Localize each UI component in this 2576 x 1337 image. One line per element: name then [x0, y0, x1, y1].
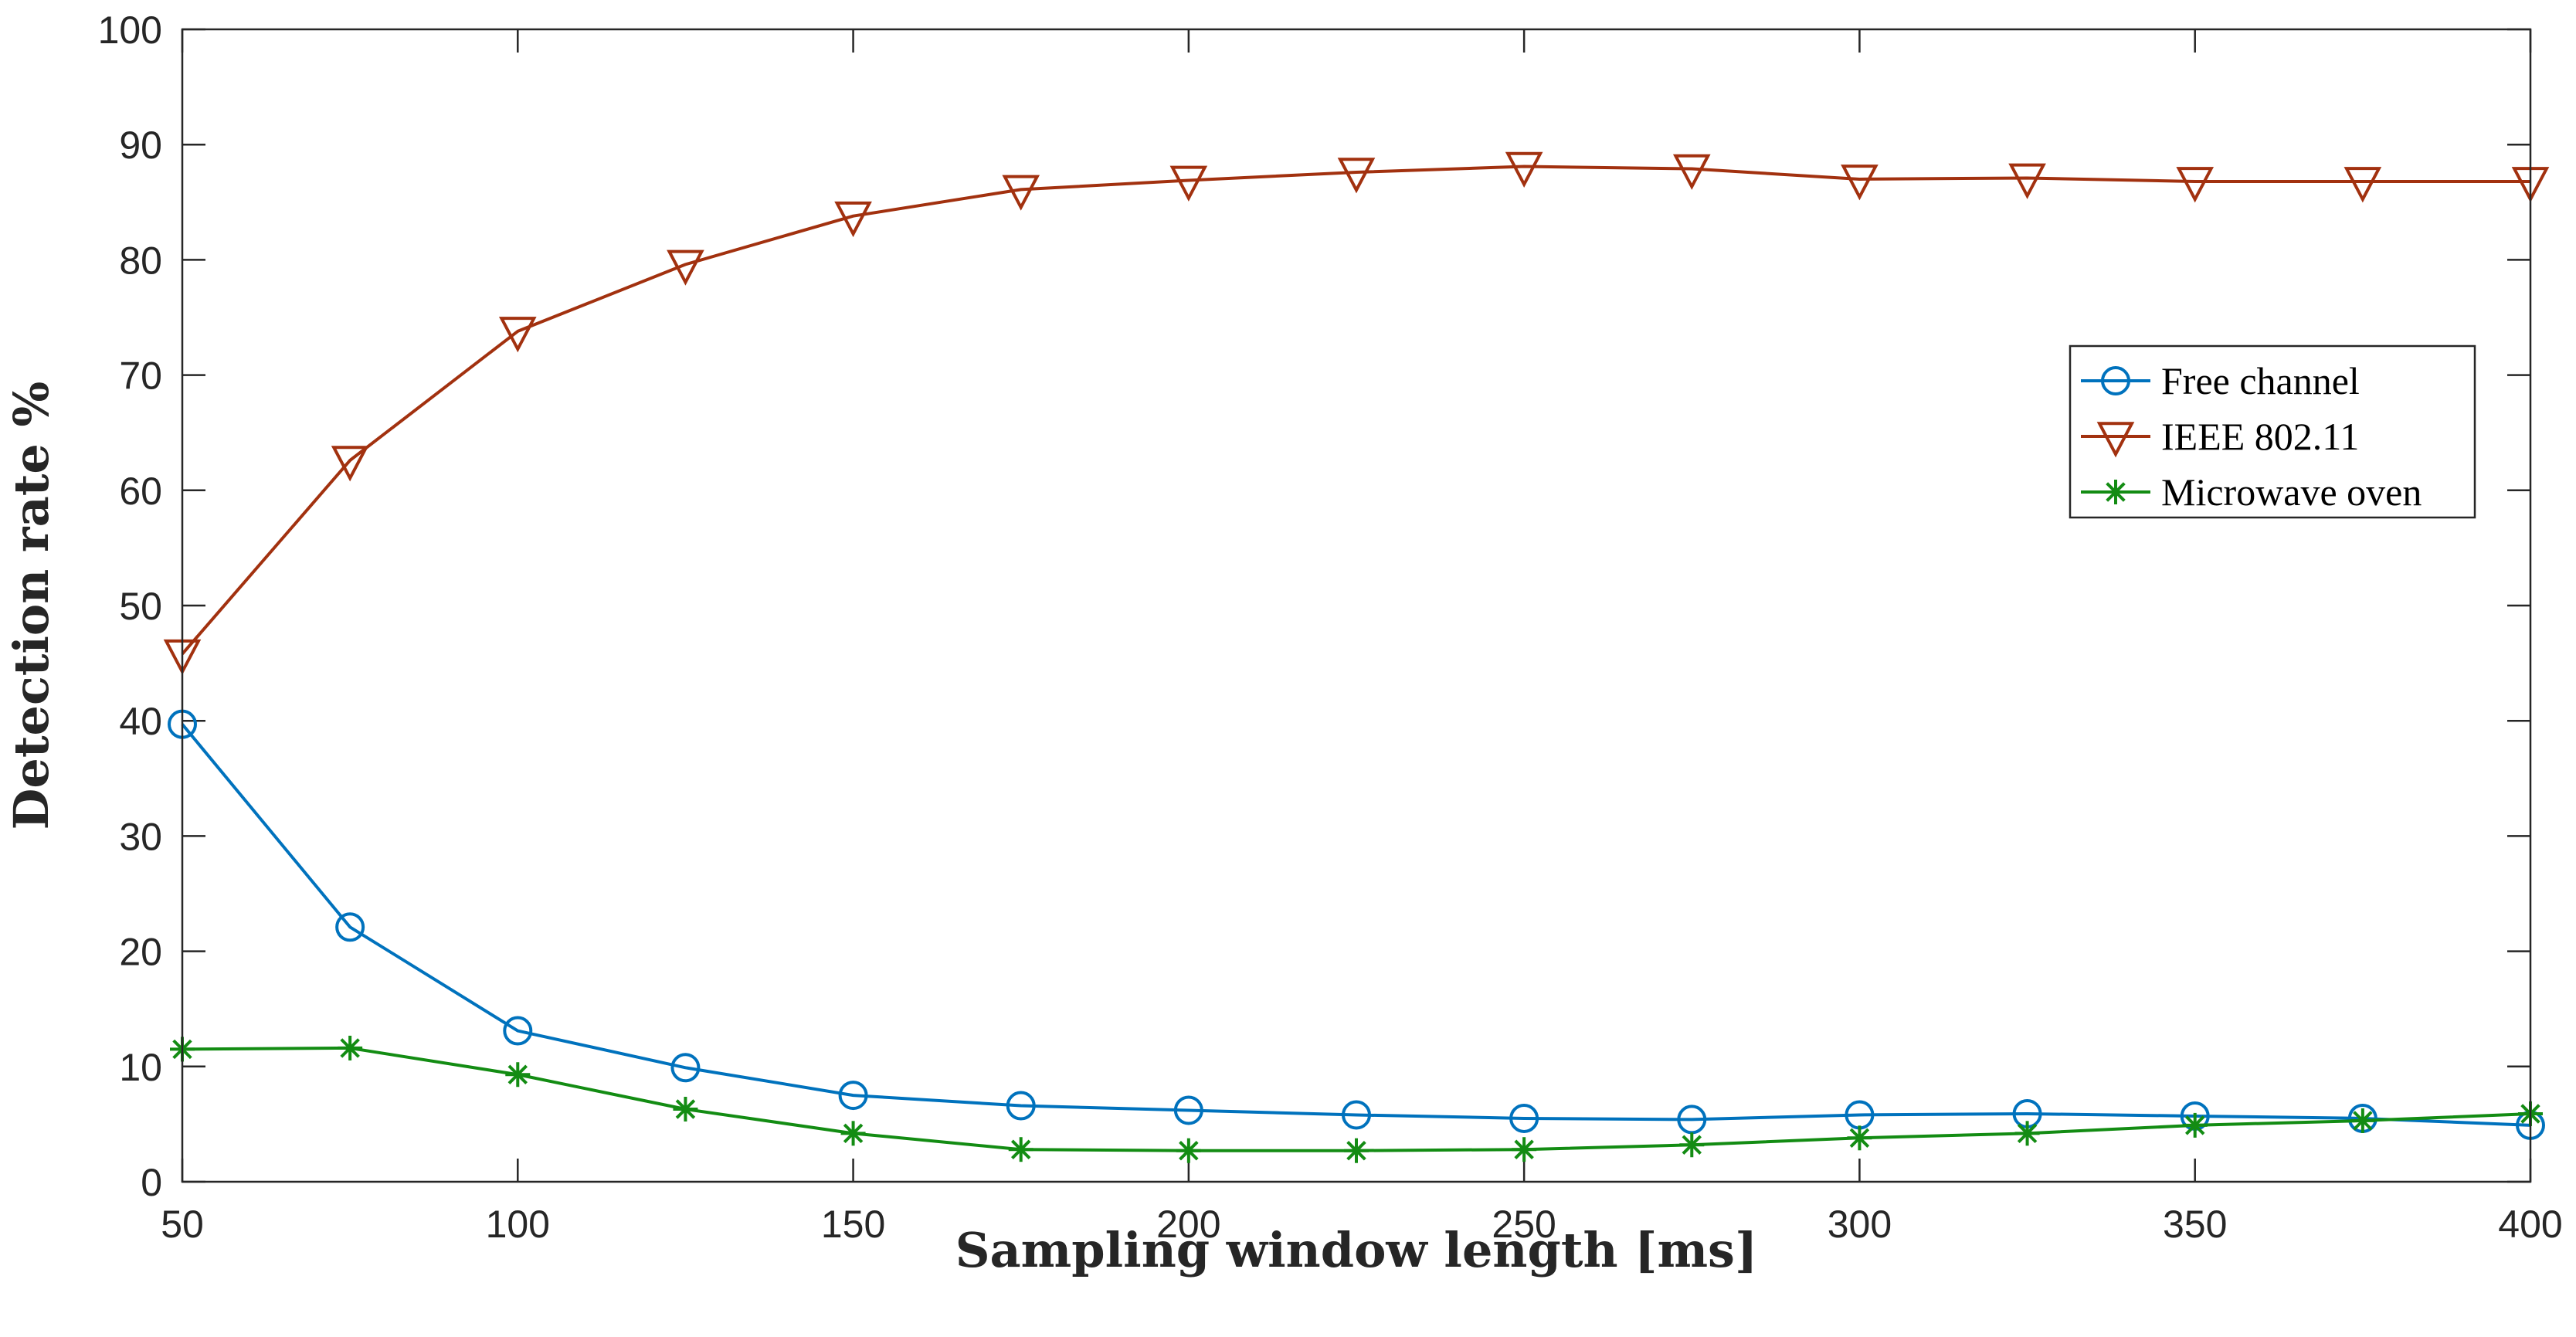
- axes-frame: [181, 28, 2532, 1183]
- data-point-free-channel: [503, 1016, 533, 1046]
- data-point-ieee-802-11: [1841, 165, 1879, 201]
- data-point-microwave-oven: [338, 1035, 363, 1060]
- series-line-ieee-802-11: [181, 165, 2530, 655]
- legend-marker: [2103, 480, 2128, 504]
- y-axis-title: Detection rate %: [3, 382, 59, 830]
- y-tick-label: 60: [119, 470, 162, 513]
- data-point-microwave-oven: [2182, 1112, 2208, 1138]
- plot-area: [182, 29, 2530, 1182]
- data-point-microwave-oven: [1847, 1125, 1872, 1151]
- legend-item-microwave-oven: Microwave oven: [2081, 470, 2422, 514]
- data-point-free-channel: [1006, 1091, 1036, 1121]
- data-point-microwave-oven: [1344, 1138, 1369, 1163]
- data-point-ieee-802-11: [1505, 151, 1543, 188]
- asterisk-stroke: [1849, 1128, 1870, 1149]
- data-point-free-channel: [1509, 1103, 1539, 1133]
- asterisk-stroke: [2353, 1111, 2373, 1131]
- x-tick-label: 50: [161, 1203, 204, 1246]
- x-tick-label: 400: [2498, 1203, 2562, 1246]
- asterisk-stroke: [2017, 1123, 2038, 1144]
- data-point-free-channel: [335, 912, 365, 942]
- data-point-microwave-oven: [2014, 1121, 2040, 1146]
- axis-ticks: 50 100 150 200 250 300 350 400 0 10 20 30 40 50 60 70 80…: [98, 8, 2563, 1246]
- legend-label: Microwave oven: [2161, 470, 2422, 514]
- asterisk-stroke: [2184, 1115, 2205, 1135]
- data-point-microwave-oven: [673, 1097, 698, 1122]
- y-tick-label: 70: [119, 355, 162, 398]
- data-point-ieee-802-11: [667, 249, 704, 286]
- data-point-ieee-802-11: [834, 201, 872, 238]
- axes-box: [181, 28, 2532, 1183]
- series-line-free-channel: [181, 723, 2531, 1127]
- data-point-ieee-802-11: [498, 317, 537, 353]
- legend-label: IEEE 802.11: [2161, 415, 2359, 458]
- asterisk-stroke: [1179, 1140, 1199, 1161]
- data-point-free-channel: [670, 1053, 701, 1083]
- data-point-free-channel: [838, 1081, 868, 1111]
- asterisk-stroke: [1010, 1139, 1031, 1159]
- data-point-microwave-oven: [1176, 1138, 1201, 1163]
- data-point-microwave-oven: [1679, 1132, 1705, 1158]
- asterisk-stroke: [340, 1038, 360, 1058]
- asterisk-stroke: [1346, 1140, 1366, 1161]
- x-tick-label: 350: [2163, 1203, 2227, 1246]
- asterisk-stroke: [1514, 1139, 1534, 1159]
- data-point-microwave-oven: [2350, 1108, 2375, 1133]
- y-tick-label: 40: [119, 700, 162, 743]
- asterisk-stroke: [507, 1064, 528, 1084]
- legend-label: Free channel: [2161, 359, 2360, 402]
- y-tick-label: 80: [119, 239, 162, 282]
- legend: Free channel IEEE 802.11 Microwave oven: [2069, 344, 2476, 519]
- legend-box: [2069, 344, 2476, 519]
- y-tick-label: 30: [119, 815, 162, 858]
- data-point-ieee-802-11: [2008, 163, 2046, 199]
- x-tick-label: 250: [1492, 1203, 1556, 1246]
- asterisk-stroke: [675, 1099, 696, 1119]
- y-tick-label: 90: [119, 124, 162, 167]
- data-point-ieee-802-11: [1002, 175, 1040, 211]
- data-point-free-channel: [1173, 1095, 1203, 1125]
- data-point-microwave-oven: [505, 1062, 531, 1088]
- y-tick-label: 0: [141, 1161, 162, 1204]
- legend-item-free-channel: Free channel: [2081, 359, 2360, 402]
- asterisk-stroke: [1682, 1135, 1702, 1155]
- plot-background: [182, 29, 2530, 1182]
- x-axis-title: Sampling window length [ms]: [955, 1222, 1758, 1278]
- x-tick-label: 200: [1156, 1203, 1220, 1246]
- legend-marker: [2101, 366, 2130, 395]
- legend-item-ieee-802-11: IEEE 802.11: [2081, 415, 2359, 458]
- x-tick-label: 150: [821, 1203, 885, 1246]
- x-tick-label: 100: [486, 1203, 550, 1246]
- asterisk-stroke: [843, 1123, 864, 1144]
- series-free-channel: [168, 709, 2545, 1140]
- y-tick-label: 100: [98, 8, 162, 52]
- asterisk-stroke: [2106, 482, 2126, 502]
- data-point-ieee-802-11: [2344, 167, 2382, 203]
- data-point-free-channel: [1342, 1100, 1371, 1130]
- y-tick-label: 20: [119, 931, 162, 974]
- legend-marker: [2096, 422, 2135, 458]
- x-tick-label: 300: [1828, 1203, 1892, 1246]
- data-point-ieee-802-11: [331, 446, 369, 482]
- data-point-ieee-802-11: [2176, 167, 2215, 203]
- data-point-microwave-oven: [840, 1121, 866, 1146]
- data-point-microwave-oven: [1512, 1137, 1537, 1162]
- data-point-ieee-802-11: [1672, 154, 1711, 190]
- series-ieee-802-11: [163, 151, 2550, 676]
- y-tick-label: 50: [119, 585, 162, 628]
- y-tick-label: 10: [119, 1046, 162, 1089]
- data-point-ieee-802-11: [1169, 165, 1208, 202]
- data-point-microwave-oven: [1008, 1137, 1033, 1162]
- data-point-ieee-802-11: [1337, 158, 1376, 194]
